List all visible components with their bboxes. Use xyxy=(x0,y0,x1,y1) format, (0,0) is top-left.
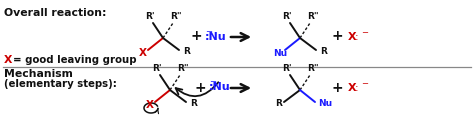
Text: X: X xyxy=(348,32,356,42)
Text: :Nu: :Nu xyxy=(205,32,227,42)
Text: R': R' xyxy=(282,64,292,73)
Text: R": R" xyxy=(307,12,319,21)
Text: X: X xyxy=(139,48,147,58)
Text: (elementary steps):: (elementary steps): xyxy=(4,79,117,89)
Text: R': R' xyxy=(282,12,292,21)
Text: R: R xyxy=(275,99,283,109)
Text: :: : xyxy=(355,32,359,42)
Text: −: − xyxy=(361,29,368,38)
Text: −: − xyxy=(205,28,212,36)
Text: X: X xyxy=(4,55,12,65)
Text: Overall reaction:: Overall reaction: xyxy=(4,8,107,18)
Text: R': R' xyxy=(152,64,162,73)
Text: +: + xyxy=(331,29,343,43)
Text: −: − xyxy=(361,79,368,88)
Text: R: R xyxy=(190,99,197,109)
Text: −: − xyxy=(209,77,216,87)
Text: Nu: Nu xyxy=(318,99,332,109)
Text: R": R" xyxy=(177,64,189,73)
Text: = good leaving group: = good leaving group xyxy=(13,55,137,65)
Text: +: + xyxy=(190,29,202,43)
Text: R': R' xyxy=(145,12,155,21)
Text: :: : xyxy=(355,83,359,93)
Text: R": R" xyxy=(170,12,182,21)
Text: +: + xyxy=(331,81,343,95)
Text: R: R xyxy=(320,47,327,56)
Text: X: X xyxy=(146,100,154,110)
Text: +: + xyxy=(194,81,206,95)
Text: X: X xyxy=(348,83,356,93)
Text: R": R" xyxy=(307,64,319,73)
Text: R: R xyxy=(183,47,190,56)
Text: :Nu: :Nu xyxy=(209,82,231,92)
Text: Mechanism: Mechanism xyxy=(4,69,73,79)
Text: Nu: Nu xyxy=(273,49,287,57)
